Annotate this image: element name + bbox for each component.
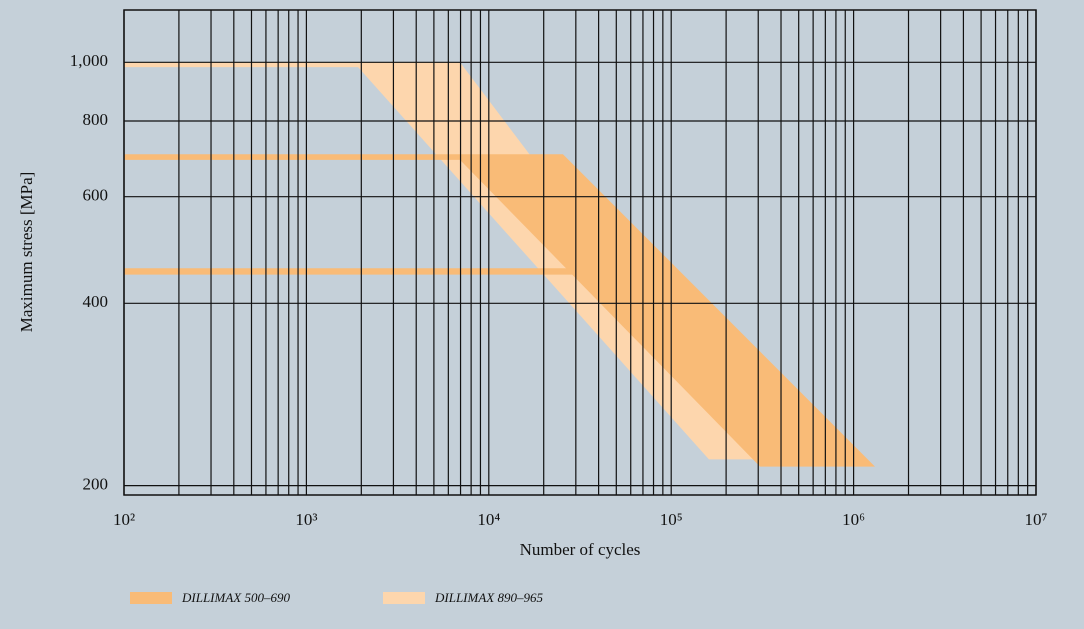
legend-swatch xyxy=(130,592,172,604)
y-tick-label: 1,000 xyxy=(70,51,108,70)
y-tick-label: 800 xyxy=(83,110,109,129)
x-tick-label: 10⁶ xyxy=(842,510,865,529)
y-axis-label: Maximum stress [MPa] xyxy=(17,172,36,333)
x-axis-label: Number of cycles xyxy=(520,540,641,559)
band xyxy=(124,154,875,467)
y-tick-label: 600 xyxy=(83,186,109,205)
x-tick-label: 10⁷ xyxy=(1025,510,1048,529)
x-tick-label: 10⁵ xyxy=(660,510,683,529)
band xyxy=(124,62,761,460)
x-tick-label: 10³ xyxy=(295,510,317,529)
x-tick-label: 10² xyxy=(113,510,135,529)
band xyxy=(124,268,576,275)
plot-frame xyxy=(123,9,1037,496)
legend-label: DILLIMAX 500–690 xyxy=(181,590,290,605)
legend-swatch xyxy=(383,592,425,604)
legend-label: DILLIMAX 890–965 xyxy=(434,590,543,605)
y-tick-label: 400 xyxy=(83,292,109,311)
x-tick-label: 10⁴ xyxy=(477,510,500,529)
y-tick-label: 200 xyxy=(83,475,109,494)
